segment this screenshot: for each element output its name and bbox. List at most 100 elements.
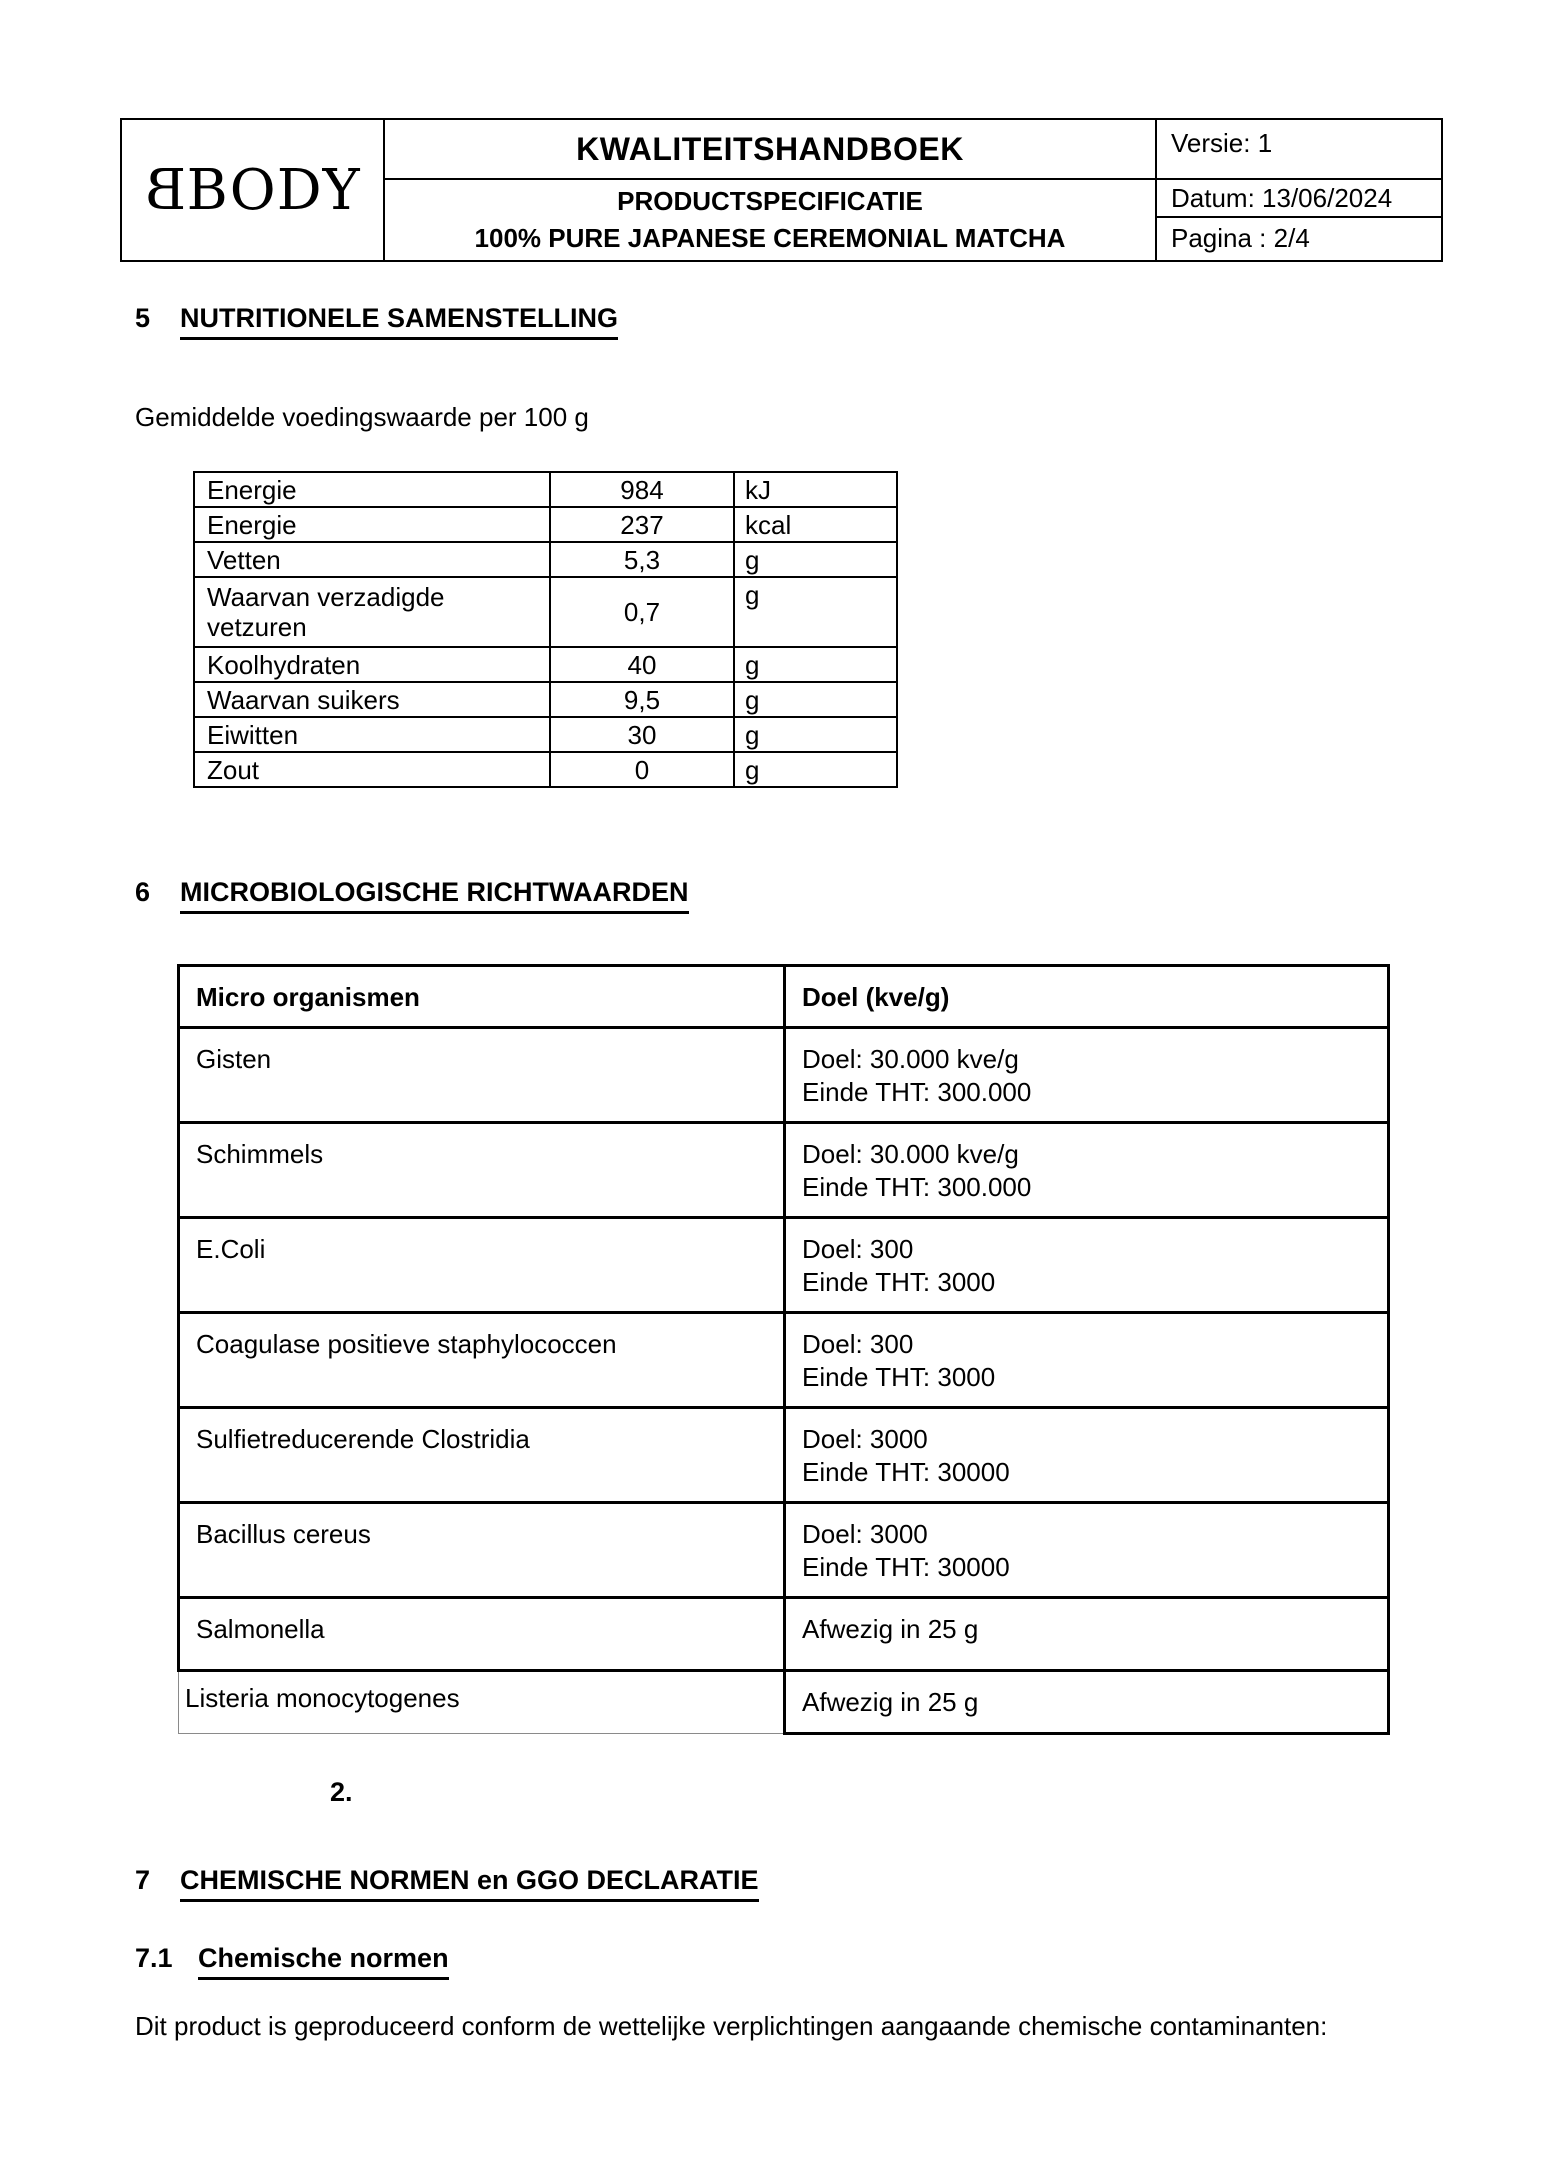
header-meta-cell: Versie: 1 Datum: 13/06/2024 Pagina : 2/4 [1155, 120, 1441, 260]
nutrient-unit: g [733, 751, 898, 788]
table-row: Energie 237 kcal [193, 506, 898, 543]
table-row: Zout 0 g [193, 751, 898, 788]
organism-cell: Listeria monocytogenes [178, 1669, 786, 1734]
nutrient-value: 0,7 [549, 576, 735, 648]
doel-cell: Doel: 30.000 kve/g Einde THT: 300.000 [783, 1121, 1390, 1219]
doel-line-1: Doel: 30.000 kve/g [802, 1139, 1019, 1169]
table-row: Bacillus cereus Doel: 3000 Einde THT: 30… [177, 1501, 1390, 1599]
nutrient-label: Vetten [193, 541, 551, 578]
doel-line-1: Afwezig in 25 g [802, 1614, 979, 1644]
date-label: Datum: 13/06/2024 [1157, 180, 1441, 218]
doel-cell: Doel: 300 Einde THT: 3000 [783, 1216, 1390, 1314]
nutrient-unit: g [733, 681, 898, 718]
nutrient-value: 30 [549, 716, 735, 753]
section-6-number: 6 [135, 877, 151, 907]
doel-cell: Doel: 3000 Einde THT: 30000 [783, 1501, 1390, 1599]
nutrient-unit: g [733, 716, 898, 753]
doel-line-1: Doel: 30.000 kve/g [802, 1044, 1019, 1074]
nutrient-unit: g [733, 576, 898, 648]
table-row: Waarvan suikers 9,5 g [193, 681, 898, 718]
table-row: E.Coli Doel: 300 Einde THT: 3000 [177, 1216, 1390, 1314]
table-row: Energie 984 kJ [193, 471, 898, 508]
table-row: Sulfietreducerende Clostridia Doel: 3000… [177, 1406, 1390, 1504]
organism-cell: Coagulase positieve staphylococcen [177, 1311, 786, 1409]
section-7-1-title: Chemische normen [198, 1942, 449, 1980]
version-label: Versie: 1 [1157, 120, 1441, 180]
nutrient-value: 984 [549, 471, 735, 508]
header-title-cell: KWALITEITSHANDBOEK PRODUCTSPECIFICATIE 1… [385, 120, 1155, 260]
section-5-number: 5 [135, 303, 151, 333]
logo-mirrored-letter: B [144, 157, 187, 223]
section-7-number: 7 [135, 1865, 151, 1895]
table-row: Waarvan verzadigde vetzuren 0,7 g [193, 576, 898, 648]
doel-line-1: Afwezig in 25 g [802, 1687, 979, 1717]
nutrition-table: Energie 984 kJ Energie 237 kcal Vetten 5… [193, 471, 898, 788]
section-7-title: CHEMISCHE NORMEN en GGO DECLARATIE [180, 1864, 759, 1902]
doel-line-2: Einde THT: 30000 [802, 1552, 1010, 1582]
section-7-1-heading: 7.1 Chemische normen [135, 1942, 1560, 1980]
nutrient-label: Waarvan verzadigde vetzuren [193, 576, 551, 648]
nutrient-value: 9,5 [549, 681, 735, 718]
nutrient-label: Zout [193, 751, 551, 788]
section-6-heading: 6 MICROBIOLOGISCHE RICHTWAARDEN [135, 876, 1560, 914]
doel-line-2: Einde THT: 3000 [802, 1362, 996, 1392]
nutrient-label: Eiwitten [193, 716, 551, 753]
nutrient-unit: g [733, 646, 898, 683]
document-title: KWALITEITSHANDBOEK [385, 120, 1155, 180]
nutrient-unit: kJ [733, 471, 898, 508]
organism-cell: Salmonella [177, 1596, 786, 1672]
stray-note: 2. [330, 1777, 353, 1807]
nutrition-intro: Gemiddelde voedingswaarde per 100 g [135, 402, 589, 432]
micro-table: Micro organismen Doel (kve/g) Gisten Doe… [177, 964, 1390, 1735]
logo-text: BODY [186, 157, 361, 223]
doel-line-1: Doel: 300 [802, 1234, 914, 1264]
chemical-paragraph: Dit product is geproduceerd conform de w… [135, 2011, 1328, 2041]
document-subtitle-1: PRODUCTSPECIFICATIE [617, 186, 923, 216]
organism-cell: E.Coli [177, 1216, 786, 1314]
doel-cell: Doel: 30.000 kve/g Einde THT: 300.000 [783, 1026, 1390, 1124]
table-row: Gisten Doel: 30.000 kve/g Einde THT: 300… [177, 1026, 1390, 1124]
doel-cell: Afwezig in 25 g [783, 1669, 1390, 1735]
doel-line-1: Doel: 3000 [802, 1424, 928, 1454]
nutrient-value: 0 [549, 751, 735, 788]
document-header: BBODY KWALITEITSHANDBOEK PRODUCTSPECIFIC… [120, 118, 1443, 262]
table-header-row: Micro organismen Doel (kve/g) [177, 964, 1390, 1029]
organism-cell: Gisten [177, 1026, 786, 1124]
document-subtitle-block: PRODUCTSPECIFICATIE 100% PURE JAPANESE C… [385, 180, 1155, 260]
section-5-title: NUTRITIONELE SAMENSTELLING [180, 302, 618, 340]
nutrient-label: Koolhydraten [193, 646, 551, 683]
doel-cell: Doel: 300 Einde THT: 3000 [783, 1311, 1390, 1409]
nutrient-label: Energie [193, 506, 551, 543]
document-subtitle-2: 100% PURE JAPANESE CEREMONIAL MATCHA [474, 223, 1066, 253]
page-label: Pagina : 2/4 [1171, 223, 1310, 253]
section-7-heading: 7 CHEMISCHE NORMEN en GGO DECLARATIE [135, 1864, 1560, 1902]
doel-cell: Afwezig in 25 g [783, 1596, 1390, 1672]
doel-cell: Doel: 3000 Einde THT: 30000 [783, 1406, 1390, 1504]
nutrient-label: Energie [193, 471, 551, 508]
doel-line-1: Doel: 300 [802, 1329, 914, 1359]
table-row: Salmonella Afwezig in 25 g [177, 1596, 1390, 1672]
nutrient-unit: kcal [733, 506, 898, 543]
table-row: Koolhydraten 40 g [193, 646, 898, 683]
micro-header-doel: Doel (kve/g) [783, 964, 1390, 1029]
doel-line-1: Doel: 3000 [802, 1519, 928, 1549]
table-row: Eiwitten 30 g [193, 716, 898, 753]
section-6-title: MICROBIOLOGISCHE RICHTWAARDEN [180, 876, 689, 914]
table-row: Listeria monocytogenes Afwezig in 25 g [178, 1669, 1390, 1735]
section-7-1-number: 7.1 [135, 1943, 173, 1973]
micro-header-organism: Micro organismen [177, 964, 786, 1029]
section-5-heading: 5 NUTRITIONELE SAMENSTELLING [135, 302, 1560, 340]
table-row: Vetten 5,3 g [193, 541, 898, 578]
nutrient-value: 5,3 [549, 541, 735, 578]
nutrient-label: Waarvan suikers [193, 681, 551, 718]
nutrient-unit: g [733, 541, 898, 578]
organism-cell: Bacillus cereus [177, 1501, 786, 1599]
doel-line-2: Einde THT: 300.000 [802, 1077, 1032, 1107]
organism-cell: Sulfietreducerende Clostridia [177, 1406, 786, 1504]
organism-cell: Schimmels [177, 1121, 786, 1219]
logo-cell: BBODY [122, 120, 385, 260]
nutrient-value: 237 [549, 506, 735, 543]
company-logo: BBODY [144, 158, 360, 223]
doel-line-2: Einde THT: 30000 [802, 1457, 1010, 1487]
table-row: Coagulase positieve staphylococcen Doel:… [177, 1311, 1390, 1409]
